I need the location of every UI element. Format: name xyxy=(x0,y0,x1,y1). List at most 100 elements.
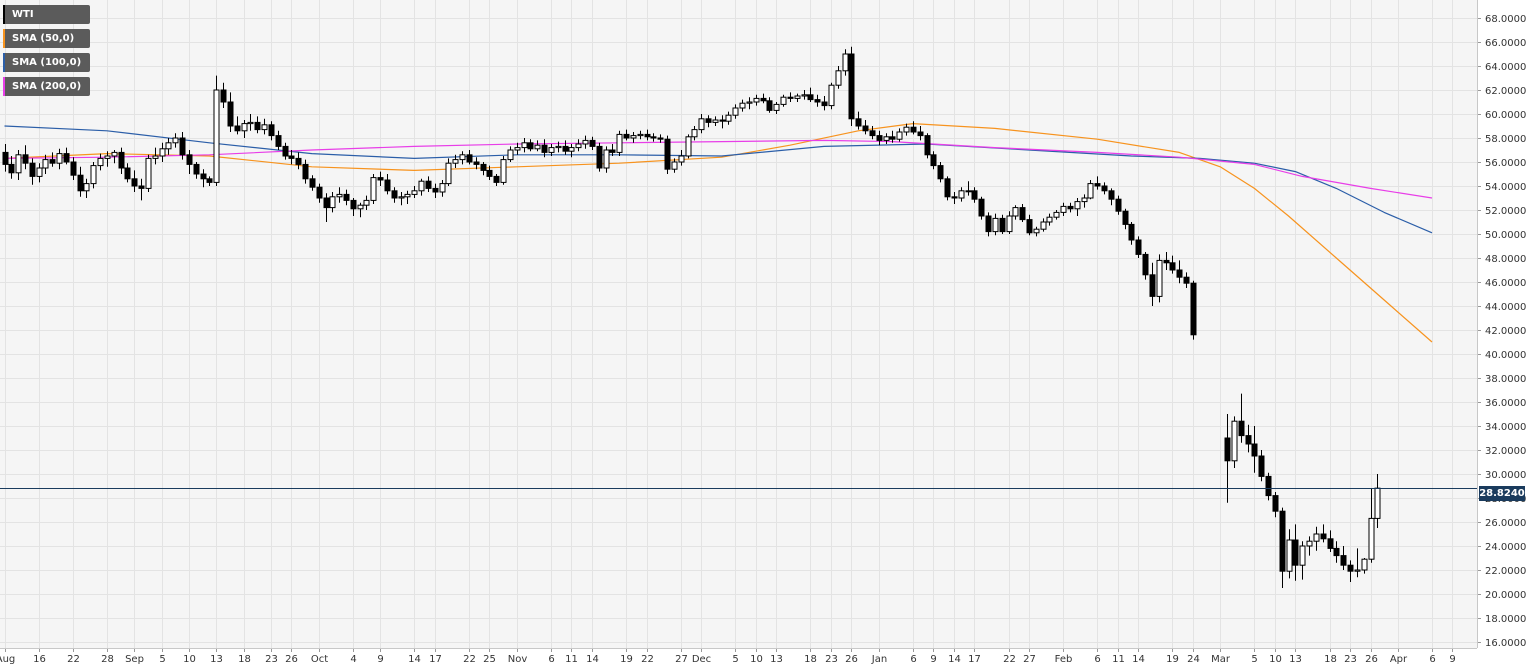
candle-up xyxy=(241,123,248,132)
candle-down xyxy=(234,125,241,132)
candle-up xyxy=(780,96,787,105)
y-tick-label: 50.0000 xyxy=(1485,230,1526,241)
candle-down xyxy=(343,193,350,201)
candle-down xyxy=(985,215,992,233)
x-tick-label: 11 xyxy=(565,654,578,665)
candle-up xyxy=(746,101,753,104)
candle-down xyxy=(295,157,302,165)
legend-swatch-sma-200 xyxy=(3,77,5,96)
chart-legend: WTI SMA (50,0) SMA (100,0) SMA (200,0) xyxy=(3,5,91,101)
candle-down xyxy=(951,196,958,199)
x-axis: Aug 16 22 28 Sep 5 10 13 18 23 26 Oct 4 9 14 17 22 25 Nov 6… xyxy=(0,648,1456,665)
candle-down xyxy=(282,145,289,157)
y-tick-label: 20.0000 xyxy=(1485,590,1526,601)
candle-up xyxy=(411,190,418,195)
candle-up xyxy=(329,196,336,209)
y-tick-label: 42.0000 xyxy=(1485,326,1526,337)
candle-up xyxy=(15,154,22,174)
candle-down xyxy=(193,163,200,175)
candle-down xyxy=(1142,253,1149,276)
candle-up xyxy=(36,167,43,177)
candle-down xyxy=(302,163,309,180)
candle-up xyxy=(500,159,507,183)
candle-down xyxy=(1347,564,1354,572)
y-axis: 16.0000 18.0000 20.0000 22.0000 24.0000 26.00… xyxy=(1477,14,1526,649)
candle-down xyxy=(609,149,616,153)
candle-down xyxy=(623,133,630,139)
candle-down xyxy=(2,151,9,165)
legend-item-sma-50: SMA (50,0) xyxy=(3,29,91,48)
x-tick-label: 14 xyxy=(1132,654,1145,665)
candle-down xyxy=(1128,223,1135,241)
candle-up xyxy=(691,129,698,138)
candle-down xyxy=(1026,219,1033,234)
candle-down xyxy=(930,154,937,167)
candle-down xyxy=(1320,533,1327,540)
x-tick-label: 27 xyxy=(675,654,688,665)
candle-down xyxy=(650,136,657,139)
y-tick-label: 40.0000 xyxy=(1485,350,1526,361)
candle-up xyxy=(835,70,842,86)
candle-up xyxy=(794,95,801,99)
candle-down xyxy=(77,174,84,192)
candle-down xyxy=(316,186,323,199)
candle-down xyxy=(486,169,493,177)
candle-up xyxy=(630,135,637,139)
candle-down xyxy=(1183,276,1190,284)
x-tick-label: 26 xyxy=(285,654,298,665)
x-tick-label: 5 xyxy=(159,654,165,665)
candle-down xyxy=(664,138,671,170)
candle-down xyxy=(657,137,664,140)
candle-up xyxy=(165,142,172,150)
legend-item-sma-200: SMA (200,0) xyxy=(3,77,91,96)
candle-down xyxy=(131,178,138,187)
x-tick-label: 28 xyxy=(101,654,114,665)
candle-up xyxy=(1087,183,1094,199)
x-tick-label: 16 xyxy=(33,654,46,665)
x-tick-label: 13 xyxy=(210,654,223,665)
x-tick-label: 19 xyxy=(1166,654,1179,665)
candle-down xyxy=(1176,269,1183,278)
candle-up xyxy=(1306,540,1313,547)
x-tick-label: 23 xyxy=(825,654,838,665)
candle-down xyxy=(473,161,480,165)
candle-down xyxy=(971,190,978,200)
x-tick-label: 22 xyxy=(67,654,80,665)
candle-up xyxy=(568,147,575,152)
candle-down xyxy=(924,135,931,156)
x-tick-label: Apr xyxy=(1390,654,1408,665)
y-tick-label: 26.0000 xyxy=(1485,518,1526,529)
candle-down xyxy=(1108,190,1115,200)
x-tick-label: 10 xyxy=(1269,654,1282,665)
candle-down xyxy=(848,53,855,120)
candle-up xyxy=(1361,558,1368,571)
x-tick-label: 5 xyxy=(1251,654,1257,665)
x-tick-label: Jan xyxy=(871,654,887,665)
candle-up xyxy=(1374,487,1381,519)
x-tick-label: 18 xyxy=(238,654,251,665)
candle-down xyxy=(787,96,794,99)
candle-up xyxy=(575,143,582,149)
sma-50-line xyxy=(4,122,1433,343)
legend-swatch-sma-50 xyxy=(3,29,5,48)
candle-down xyxy=(200,173,207,180)
candle-down xyxy=(1101,185,1108,192)
candle-down xyxy=(493,175,500,183)
x-tick-label: 22 xyxy=(641,654,654,665)
candle-up xyxy=(439,183,446,193)
candle-up xyxy=(1053,211,1060,218)
candle-down xyxy=(1238,420,1245,437)
x-tick-label: 24 xyxy=(1187,654,1200,665)
candle-down xyxy=(70,161,77,176)
legend-label-sma-200: SMA (200,0) xyxy=(12,81,82,92)
candle-down xyxy=(323,197,330,209)
candle-down xyxy=(254,121,261,131)
y-tick-label: 38.0000 xyxy=(1485,374,1526,385)
y-tick-label: 60.0000 xyxy=(1485,110,1526,121)
candle-up xyxy=(1231,420,1238,462)
candle-up xyxy=(336,193,343,198)
candle-down xyxy=(876,135,883,141)
legend-item-wti: WTI xyxy=(3,5,91,24)
candle-down xyxy=(118,151,125,169)
x-tick-label: 27 xyxy=(1023,654,1036,665)
